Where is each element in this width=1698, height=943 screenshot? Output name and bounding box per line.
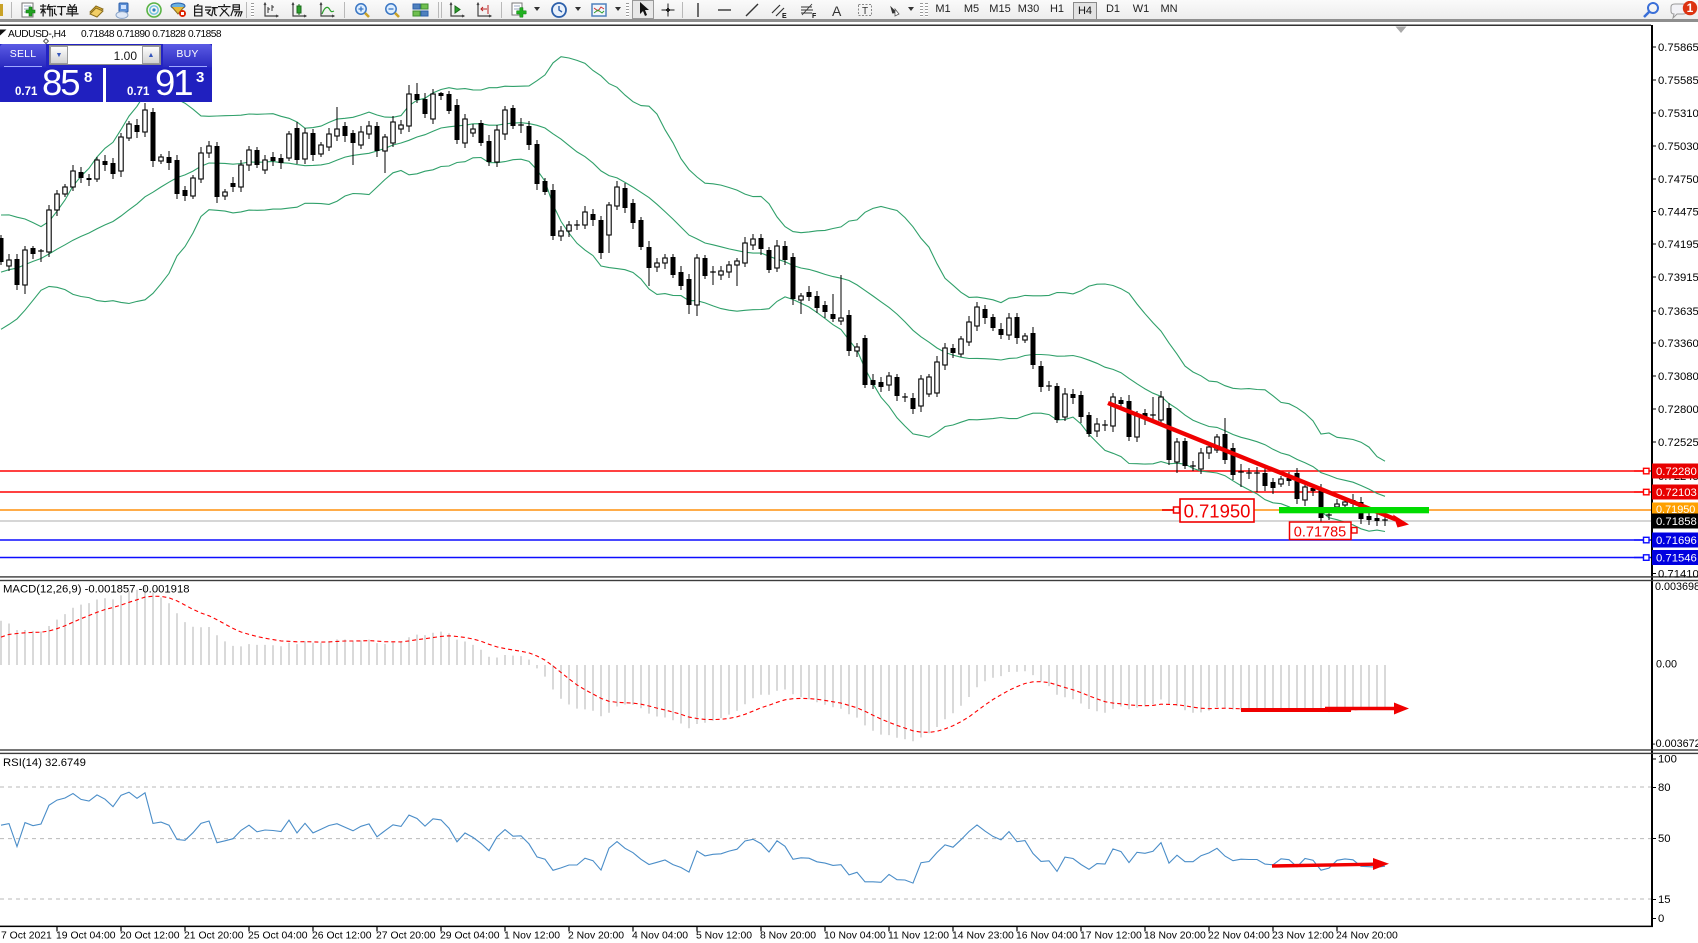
svg-text:0.71785: 0.71785 [1294,525,1346,541]
svg-text:0.74750: 0.74750 [1658,174,1698,186]
svg-text:7 Oct 2021: 7 Oct 2021 [1,931,52,942]
svg-text:0.73915: 0.73915 [1658,272,1698,284]
svg-text:18 Nov 20:00: 18 Nov 20:00 [1144,931,1206,942]
svg-text:0.72800: 0.72800 [1658,404,1698,416]
svg-text:100: 100 [1658,754,1677,766]
svg-text:10 Nov 04:00: 10 Nov 04:00 [824,931,886,942]
svg-text:0.72280: 0.72280 [1656,466,1697,478]
svg-text:2 Nov 20:00: 2 Nov 20:00 [568,931,624,942]
svg-text:23 Nov 12:00: 23 Nov 12:00 [1272,931,1334,942]
svg-text:15: 15 [1658,894,1671,906]
svg-text:-0.003672: -0.003672 [1652,738,1698,750]
svg-text:29 Oct 04:00: 29 Oct 04:00 [440,931,500,942]
svg-text:RSI(14) 32.6749: RSI(14) 32.6749 [3,757,86,769]
svg-text:0.71546: 0.71546 [1656,553,1697,565]
svg-text:1: 1 [1687,1,1694,15]
svg-text:0.73080: 0.73080 [1658,371,1698,383]
svg-text:0.00: 0.00 [1656,659,1677,671]
svg-text:0.72525: 0.72525 [1658,437,1698,449]
svg-text:50: 50 [1658,833,1671,845]
svg-text:11 Nov 12:00: 11 Nov 12:00 [888,931,949,942]
svg-text:T: T [862,6,868,17]
svg-text:14 Nov 23:00: 14 Nov 23:00 [952,931,1014,942]
svg-text:F: F [812,13,817,19]
svg-text:5 Nov 12:00: 5 Nov 12:00 [696,931,752,942]
svg-text:0.71950: 0.71950 [1184,501,1251,522]
svg-text:0.72103: 0.72103 [1656,487,1697,499]
svg-text:0.74475: 0.74475 [1658,207,1698,219]
svg-text:0.75030: 0.75030 [1658,141,1698,153]
svg-text:21 Oct 20:00: 21 Oct 20:00 [184,931,244,942]
svg-text:0.003698: 0.003698 [1655,581,1698,593]
svg-text:0.75585: 0.75585 [1658,75,1698,87]
svg-text:16 Nov 04:00: 16 Nov 04:00 [1016,931,1078,942]
svg-text:0.71410: 0.71410 [1658,569,1698,581]
svg-text:0: 0 [1658,913,1664,925]
svg-text:MACD(12,26,9) -0.001857 -0.001: MACD(12,26,9) -0.001857 -0.001918 [3,584,190,596]
svg-text:22 Nov 04:00: 22 Nov 04:00 [1208,931,1270,942]
svg-text:17 Nov 12:00: 17 Nov 12:00 [1080,931,1142,942]
svg-text:0.74195: 0.74195 [1658,239,1698,251]
svg-text:1 Nov 12:00: 1 Nov 12:00 [504,931,560,942]
svg-text:19 Oct 04:00: 19 Oct 04:00 [56,931,116,942]
svg-text:0.73635: 0.73635 [1658,306,1698,318]
svg-text:80: 80 [1658,782,1671,794]
svg-text:8 Nov 20:00: 8 Nov 20:00 [760,931,816,942]
svg-text:0.75310: 0.75310 [1658,108,1698,120]
svg-text:25 Oct 04:00: 25 Oct 04:00 [248,931,308,942]
svg-text:20 Oct 12:00: 20 Oct 12:00 [120,931,180,942]
svg-text:E: E [782,13,787,19]
svg-text:0.71950: 0.71950 [1656,504,1695,516]
svg-text:24 Nov 20:00: 24 Nov 20:00 [1336,931,1398,942]
svg-text:26 Oct 12:00: 26 Oct 12:00 [312,931,372,942]
svg-text:0.71858: 0.71858 [1656,516,1697,528]
svg-text:0.75865: 0.75865 [1658,42,1698,54]
svg-text:0.71696: 0.71696 [1656,535,1697,547]
svg-text:4 Nov 04:00: 4 Nov 04:00 [632,931,688,942]
svg-text:27 Oct 20:00: 27 Oct 20:00 [376,931,436,942]
svg-text:0.73360: 0.73360 [1658,338,1698,350]
